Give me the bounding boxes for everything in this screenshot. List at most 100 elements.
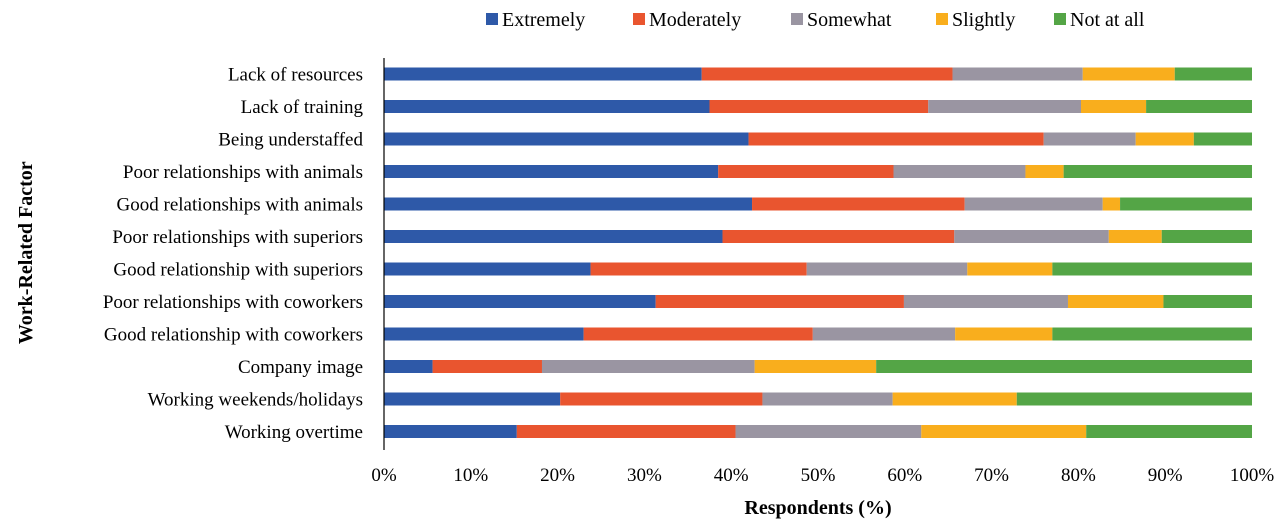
category-label: Poor relationships with coworkers bbox=[103, 292, 363, 313]
bar-segment-not-at-all-8 bbox=[1052, 327, 1252, 341]
category-label: Company image bbox=[238, 357, 363, 378]
bar-segment-not-at-all-0 bbox=[1174, 67, 1252, 81]
bar-segment-moderately-7 bbox=[655, 295, 904, 308]
bar-segment-somewhat-2 bbox=[1043, 132, 1136, 146]
x-tick-label: 60% bbox=[887, 465, 922, 486]
bar-segment-moderately-10 bbox=[560, 392, 763, 406]
bar-segment-extremely-9 bbox=[384, 360, 433, 373]
category-label: Lack of training bbox=[241, 97, 364, 118]
bar-segment-extremely-11 bbox=[384, 425, 517, 438]
legend-swatch bbox=[791, 13, 803, 25]
legend-item-extremely: Extremely bbox=[486, 9, 585, 31]
category-label: Poor relationships with animals bbox=[123, 162, 363, 183]
bar-segment-extremely-4 bbox=[384, 197, 753, 211]
bar-segment-slightly-9 bbox=[754, 360, 877, 373]
category-label: Poor relationships with superiors bbox=[112, 227, 363, 248]
legend-label: Moderately bbox=[649, 9, 741, 31]
bar-segment-somewhat-11 bbox=[735, 425, 922, 438]
category-labels: Lack of resources Lack of training Being u… bbox=[103, 65, 364, 444]
x-tick-label: 0% bbox=[371, 465, 397, 486]
bar-segment-moderately-3 bbox=[718, 165, 894, 178]
bar-segment-somewhat-6 bbox=[806, 262, 968, 276]
x-tick-label: 50% bbox=[801, 465, 836, 486]
bar-segment-not-at-all-11 bbox=[1086, 425, 1252, 438]
bar-segment-slightly-11 bbox=[921, 425, 1087, 438]
bar-segment-somewhat-10 bbox=[762, 392, 893, 406]
bar-segment-moderately-5 bbox=[722, 230, 955, 243]
bar-segment-moderately-9 bbox=[432, 360, 542, 373]
bar-segment-slightly-2 bbox=[1135, 132, 1194, 146]
bar-segment-extremely-1 bbox=[384, 100, 710, 113]
bar-segment-not-at-all-10 bbox=[1016, 392, 1252, 406]
bar-segment-slightly-1 bbox=[1081, 100, 1147, 113]
x-tick-label: 100% bbox=[1230, 465, 1275, 486]
bar-segment-somewhat-0 bbox=[952, 67, 1083, 81]
x-tick-label: 40% bbox=[714, 465, 749, 486]
legend-label: Extremely bbox=[502, 9, 585, 31]
category-label: Lack of resources bbox=[228, 65, 363, 86]
legend-label: Slightly bbox=[952, 9, 1015, 31]
bar-segment-not-at-all-5 bbox=[1161, 230, 1252, 243]
category-label: Working overtime bbox=[225, 422, 363, 443]
bar-segment-moderately-4 bbox=[752, 197, 965, 211]
bars-area bbox=[384, 67, 1252, 438]
x-tick-label: 90% bbox=[1148, 465, 1183, 486]
bar-segment-not-at-all-4 bbox=[1120, 197, 1252, 211]
bar-segment-slightly-0 bbox=[1082, 67, 1175, 81]
legend-item-not-at-all: Not at all bbox=[1054, 9, 1145, 31]
x-tick-label: 70% bbox=[974, 465, 1009, 486]
legend-swatch bbox=[486, 13, 498, 25]
legend-label: Somewhat bbox=[807, 9, 892, 31]
bar-segment-somewhat-5 bbox=[954, 230, 1109, 243]
bar-segment-slightly-3 bbox=[1025, 165, 1064, 178]
category-label: Good relationship with coworkers bbox=[104, 325, 363, 346]
legend-item-moderately: Moderately bbox=[633, 9, 741, 31]
bar-segment-extremely-6 bbox=[384, 262, 591, 276]
bar-segment-not-at-all-2 bbox=[1193, 132, 1252, 146]
x-tick-label: 30% bbox=[627, 465, 662, 486]
legend-swatch bbox=[1054, 13, 1066, 25]
bar-segment-not-at-all-7 bbox=[1163, 295, 1252, 308]
bar-segment-somewhat-4 bbox=[964, 197, 1103, 211]
category-label: Good relationships with animals bbox=[117, 195, 363, 216]
legend-swatch bbox=[936, 13, 948, 25]
bar-segment-moderately-0 bbox=[701, 67, 953, 81]
bar-segment-slightly-10 bbox=[892, 392, 1017, 406]
category-label: Being understaffed bbox=[218, 130, 363, 151]
bar-segment-moderately-2 bbox=[748, 132, 1044, 146]
x-axis-ticks: 0% 10% 20% 30% 40% 50% 60% 70% 80% 90% 100% bbox=[371, 465, 1274, 486]
bar-segment-somewhat-3 bbox=[893, 165, 1026, 178]
x-axis-title: Respondents (%) bbox=[744, 497, 891, 519]
bar-segment-somewhat-8 bbox=[812, 327, 956, 341]
bar-segment-moderately-1 bbox=[709, 100, 929, 113]
bar-segment-extremely-10 bbox=[384, 392, 561, 406]
bar-segment-moderately-11 bbox=[516, 425, 736, 438]
bar-segment-slightly-5 bbox=[1108, 230, 1162, 243]
bar-segment-slightly-6 bbox=[967, 262, 1053, 276]
bar-segment-somewhat-1 bbox=[928, 100, 1082, 113]
bar-segment-not-at-all-3 bbox=[1063, 165, 1252, 178]
bar-segment-extremely-2 bbox=[384, 132, 749, 146]
x-tick-label: 20% bbox=[540, 465, 575, 486]
x-tick-label: 80% bbox=[1061, 465, 1096, 486]
legend-item-somewhat: Somewhat bbox=[791, 9, 892, 31]
bar-segment-not-at-all-9 bbox=[876, 360, 1252, 373]
category-label: Good relationship with superiors bbox=[113, 260, 363, 281]
bar-segment-somewhat-7 bbox=[903, 295, 1068, 308]
category-label: Working weekends/holidays bbox=[148, 390, 363, 411]
bar-segment-somewhat-9 bbox=[541, 360, 755, 373]
bar-segment-moderately-8 bbox=[583, 327, 813, 341]
bar-segment-extremely-7 bbox=[384, 295, 656, 308]
bar-segment-not-at-all-1 bbox=[1146, 100, 1252, 113]
legend-item-slightly: Slightly bbox=[936, 9, 1015, 31]
bar-segment-moderately-6 bbox=[590, 262, 807, 276]
bar-segment-extremely-3 bbox=[384, 165, 719, 178]
bar-segment-slightly-8 bbox=[955, 327, 1053, 341]
bar-segment-not-at-all-6 bbox=[1052, 262, 1252, 276]
legend-label: Not at all bbox=[1070, 9, 1145, 31]
bar-segment-slightly-4 bbox=[1102, 197, 1121, 211]
x-tick-label: 10% bbox=[453, 465, 488, 486]
legend: Extremely Moderately Somewhat Slightly Not a… bbox=[486, 9, 1145, 31]
bar-segment-extremely-5 bbox=[384, 230, 723, 243]
y-axis-title: Work-Related Factor bbox=[15, 161, 37, 344]
